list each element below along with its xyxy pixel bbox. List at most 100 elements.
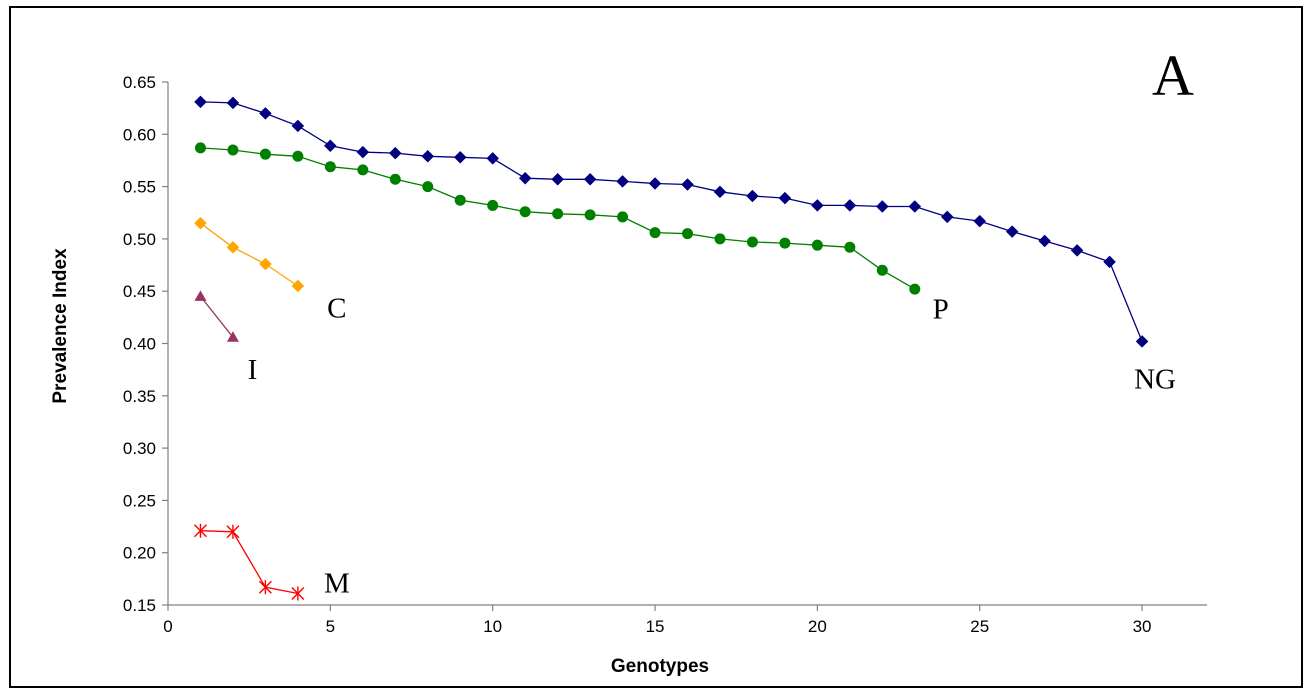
axes-layer [167, 82, 1207, 606]
series-p-point [552, 208, 564, 220]
series-ng-point [973, 214, 987, 228]
x-tick-label: 10 [483, 617, 502, 636]
series-p-point [714, 233, 726, 245]
series-ng-point [291, 119, 305, 133]
panel-label: A [1152, 43, 1194, 108]
y-tick-label: 0.55 [123, 178, 156, 197]
series-ng-point [940, 210, 954, 224]
series-p-point [324, 161, 336, 173]
series-p-point [682, 228, 693, 240]
series-ng-point [875, 200, 889, 213]
y-axis-title: Prevalence Index [50, 248, 71, 404]
series-ng-point [908, 200, 922, 213]
series-ng-point [1005, 225, 1019, 238]
series-p-point [779, 237, 791, 249]
series-ng-point [583, 172, 597, 186]
x-tick-label: 25 [970, 617, 989, 636]
series-p [194, 142, 921, 295]
x-tick-label: 0 [163, 617, 172, 636]
series-c-point [291, 279, 305, 293]
series-p-point [617, 211, 629, 223]
series-i-line [199, 295, 234, 338]
y-tick-label: 0.30 [123, 439, 156, 458]
series-ng-point [1038, 234, 1052, 248]
series-c-point [259, 257, 272, 271]
ticks-layer: 0.15 0.20 0.25 0.30 0.35 0.40 0.45 0.50 0.55 0.60… [123, 73, 1152, 636]
series-c-point [194, 216, 207, 230]
series-p-point [584, 209, 596, 221]
labels-layer: NG P C I M [248, 292, 1176, 599]
series-p-point [194, 142, 206, 154]
series-ng-point [1135, 335, 1149, 348]
series-m [193, 523, 305, 601]
series-p-point [844, 241, 856, 253]
series-ng-point [194, 95, 207, 109]
series-p-point [357, 164, 369, 176]
series-label-i: I [248, 354, 258, 386]
series-ng-point [811, 199, 824, 212]
series-c-line [200, 222, 299, 287]
series-ng-point [616, 175, 629, 188]
chart-frame [9, 6, 1303, 688]
series-ng-point [843, 199, 857, 212]
x-tick-label: 5 [326, 617, 335, 636]
series-ng-point [746, 189, 759, 203]
series-ng-point [388, 146, 402, 160]
y-tick-label: 0.60 [123, 125, 156, 144]
series-p-point [811, 239, 823, 251]
series-i-point [194, 290, 207, 301]
series-label-m: M [324, 567, 350, 599]
series-ng-point [323, 139, 337, 153]
series-m-point [291, 586, 305, 601]
series-c [194, 216, 305, 293]
series-label-p: P [933, 293, 949, 325]
series-ng-point [226, 96, 240, 110]
series-ng-point [713, 185, 727, 199]
y-tick-label: 0.45 [123, 282, 156, 301]
series-p-point [227, 144, 239, 156]
series-p-point [909, 283, 921, 295]
y-tick-label: 0.25 [123, 491, 156, 510]
series-p-point [259, 148, 271, 160]
series-p-point [389, 173, 401, 185]
series-ng-point [259, 107, 272, 120]
series-ng-point [681, 178, 694, 191]
series-p-point [487, 199, 499, 211]
y-tick-label: 0.40 [123, 335, 156, 354]
series-p-point [746, 236, 758, 248]
x-tick-label: 30 [1133, 617, 1152, 636]
series-label-c: C [327, 292, 346, 324]
series-m-point [258, 580, 272, 595]
series-ng-point [648, 177, 662, 190]
series-ng-point [518, 171, 532, 185]
x-axis-title: Genotypes [611, 656, 709, 677]
x-tick-label: 20 [808, 617, 827, 636]
series-i-point [226, 331, 239, 342]
y-tick-label: 0.35 [123, 387, 156, 406]
series-m-point [193, 523, 207, 538]
y-tick-label: 0.20 [123, 544, 156, 563]
series-ng-point [486, 152, 500, 165]
y-tick-label: 0.15 [123, 596, 156, 615]
series-ng-line [200, 101, 1143, 342]
series-label-ng: NG [1134, 363, 1176, 395]
y-tick-label: 0.50 [123, 230, 156, 249]
series-p-point [454, 194, 466, 206]
series-c-point [226, 240, 240, 254]
series-ng-point [453, 150, 467, 164]
y-tick-label: 0.65 [123, 73, 156, 92]
series-ng [194, 95, 1149, 348]
series-p-point [519, 206, 531, 218]
series-p-point [422, 181, 434, 193]
series-m-line [200, 530, 299, 595]
series-ng-point [551, 172, 564, 186]
series-m-point [226, 524, 240, 539]
series-ng-point [421, 149, 435, 163]
series-ng-point [356, 145, 370, 159]
series-ng-point [1070, 244, 1084, 257]
series-p-point [649, 227, 661, 239]
series-p-point [876, 264, 888, 276]
series-ng-point [778, 191, 792, 205]
series-ng-point [1103, 255, 1116, 269]
